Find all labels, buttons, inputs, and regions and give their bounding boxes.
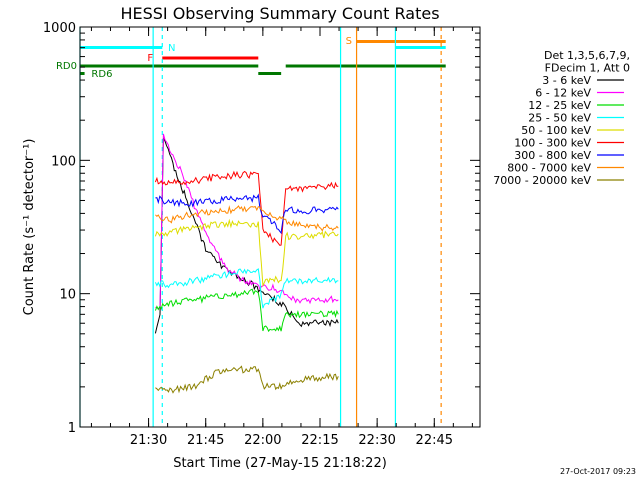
legend-entry-label: 300 - 800 keV — [514, 149, 591, 162]
series-line-800-7000-kev — [155, 205, 339, 232]
legend-entry-label: 7000 - 20000 keV — [493, 174, 591, 187]
series-line-100-300-kev — [154, 170, 339, 246]
flag-n-bar — [395, 46, 446, 49]
y-tick-label: 1000 — [43, 21, 76, 36]
flag-rd0-bar — [80, 64, 259, 68]
legend-entry-label: 3 - 6 keV — [542, 74, 591, 87]
chart-title: HESSI Observing Summary Count Rates — [120, 4, 439, 23]
flag-s-bar — [356, 40, 446, 43]
flag-rd0-bar — [285, 64, 446, 68]
series-line-12-25-kev — [154, 288, 339, 333]
x-tick-label: 21:45 — [187, 433, 224, 448]
plot-frame — [79, 26, 481, 428]
axes: 21:30 21:45 22:00 22:15 22:30 22:45 1 10 100 1000 — [43, 21, 480, 448]
legend-entry-label: 12 - 25 keV — [528, 99, 591, 112]
x-tick-label: 22:45 — [416, 433, 453, 448]
legend-header: FDecim 1, Att 0 — [545, 62, 630, 75]
y-axis-label: Count Rate (s⁻¹ detector⁻¹) — [22, 139, 37, 316]
legend-entry-label: 100 - 300 keV — [514, 137, 591, 150]
flag-f-bar — [162, 56, 259, 60]
flag-f-label: F — [147, 53, 153, 64]
y-tick-label: 1 — [68, 421, 76, 436]
series-line-7000-20000-kev — [155, 365, 339, 394]
flag-rd0-bar — [258, 72, 282, 75]
x-tick-label: 22:30 — [358, 433, 395, 448]
x-tick-label: 22:00 — [244, 433, 281, 448]
legend-entry-label: 800 - 7000 keV — [507, 162, 591, 175]
x-axis-label: Start Time (27-May-15 21:18:22) — [173, 456, 387, 471]
instrument-flags: N F RD0 RD6 S — [56, 36, 446, 80]
x-tick-label: 22:15 — [301, 433, 338, 448]
legend-entry-label: 50 - 100 keV — [521, 124, 591, 137]
x-tick-label: 21:30 — [130, 433, 167, 448]
legend-header: Det 1,3,5,6,7,9, — [544, 49, 630, 62]
legend-entry-label: 25 - 50 keV — [528, 112, 591, 125]
series-line-300-800-kev — [155, 193, 339, 235]
flag-rd6-label: RD6 — [91, 69, 112, 80]
series-line-6-12-kev — [155, 133, 339, 310]
series-line-50-100-kev — [154, 218, 339, 288]
flag-n-bar — [80, 46, 163, 49]
flag-rd6-bar — [80, 72, 85, 75]
flag-rd0-label: RD0 — [56, 61, 77, 72]
series-line-3-6-kev — [154, 137, 339, 334]
y-tick-label: 100 — [51, 154, 76, 169]
flag-s-label: S — [346, 36, 352, 47]
y-tick-label: 10 — [59, 288, 76, 303]
legend: Det 1,3,5,6,7,9,FDecim 1, Att 03 - 6 keV… — [493, 49, 630, 187]
legend-entry-label: 6 - 12 keV — [535, 87, 591, 100]
flag-n-label: N — [168, 43, 175, 54]
data-series — [154, 133, 339, 394]
orbit-markers — [79, 27, 442, 427]
footer-date: 27-Oct-2017 09:23 — [560, 467, 636, 476]
series-line-25-50-kev — [154, 268, 339, 309]
